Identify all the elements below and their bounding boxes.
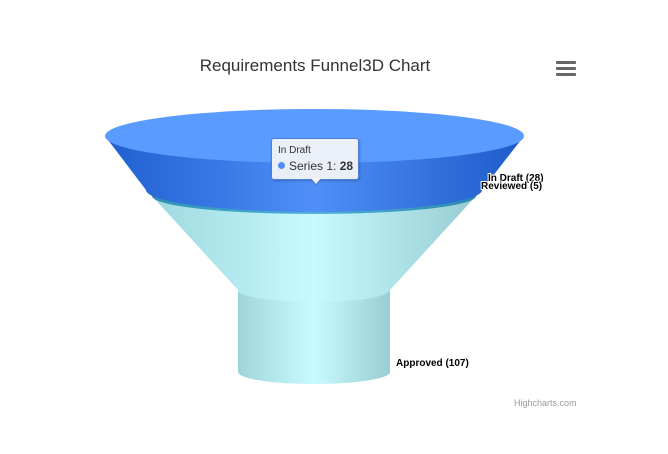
tooltip-series-label: Series 1:: [289, 159, 340, 173]
chart-title: Requirements Funnel3D Chart: [199, 56, 431, 75]
data-label-reviewed: Reviewed (5): [481, 181, 542, 192]
menu-bar-1: [556, 61, 576, 64]
tooltip-arrow-inner: [311, 178, 321, 184]
tooltip-value: 28: [339, 159, 354, 173]
tooltip-header: In Draft: [278, 145, 311, 156]
data-label-in-draft: In Draft (28): [488, 173, 544, 184]
tooltip: In Draft Series 1: 28: [271, 138, 359, 186]
tooltip-line: Series 1: 28: [278, 159, 353, 173]
menu-bar-2: [556, 67, 576, 70]
data-label-approved: Approved (107): [396, 358, 469, 369]
hamburger-menu-icon[interactable]: [556, 61, 576, 79]
credits-link[interactable]: Highcharts.com: [514, 398, 577, 408]
menu-bar-3: [556, 73, 576, 76]
funnel-segment-approved-cone[interactable]: [152, 196, 476, 302]
series-dot-icon: [278, 162, 285, 169]
